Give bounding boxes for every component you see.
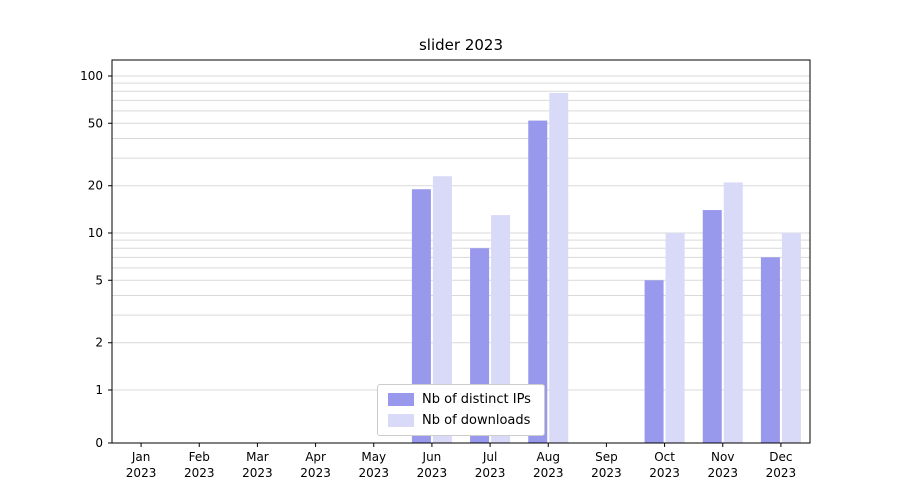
x-tick-label-month: Jan xyxy=(131,450,151,464)
bar-downloads xyxy=(781,233,801,443)
y-tick-label: 5 xyxy=(95,273,103,287)
x-tick-label-year: 2023 xyxy=(475,466,506,480)
legend-swatch-distinct-ips xyxy=(388,393,414,406)
x-tick-label-month: Jul xyxy=(482,450,497,464)
y-tick-label: 1 xyxy=(95,383,103,397)
legend: Nb of distinct IPs Nb of downloads xyxy=(377,384,545,436)
y-tick-label: 20 xyxy=(88,179,103,193)
x-tick-label-year: 2023 xyxy=(126,466,157,480)
legend-item-downloads: Nb of downloads xyxy=(388,413,534,428)
legend-swatch-downloads xyxy=(388,414,414,427)
bar-distinct-ips xyxy=(760,257,780,443)
x-tick-label-year: 2023 xyxy=(766,466,797,480)
bar-distinct-ips xyxy=(644,280,664,443)
x-tick-label-month: Apr xyxy=(305,450,326,464)
x-tick-label-year: 2023 xyxy=(242,466,273,480)
y-tick-label: 50 xyxy=(88,116,103,130)
x-tick-label-year: 2023 xyxy=(533,466,564,480)
x-tick-label-month: Jun xyxy=(422,450,442,464)
legend-label-downloads: Nb of downloads xyxy=(422,413,531,428)
x-tick-label-month: Sep xyxy=(595,450,618,464)
plot-border xyxy=(111,59,811,444)
bar-downloads xyxy=(549,92,569,443)
y-tick-label: 0 xyxy=(95,436,103,450)
y-tick-label: 100 xyxy=(80,69,103,83)
bar-downloads xyxy=(665,233,685,443)
legend-label-distinct-ips: Nb of distinct IPs xyxy=(422,392,531,407)
bar-distinct-ips xyxy=(702,210,722,443)
y-tick-label: 2 xyxy=(95,336,103,350)
x-tick-label-year: 2023 xyxy=(649,466,680,480)
x-tick-label-month: Nov xyxy=(711,450,734,464)
x-tick-label-month: Feb xyxy=(189,450,210,464)
x-tick-label-month: Aug xyxy=(537,450,560,464)
x-tick-label-year: 2023 xyxy=(591,466,622,480)
bar-downloads xyxy=(723,182,743,444)
x-tick-label-year: 2023 xyxy=(358,466,389,480)
bar-distinct-ips xyxy=(528,120,548,444)
x-tick-label-month: Oct xyxy=(654,450,675,464)
bar-distinct-ips xyxy=(411,189,431,443)
x-tick-label-month: Dec xyxy=(769,450,792,464)
x-tick-label-month: Mar xyxy=(246,450,269,464)
x-tick-label-year: 2023 xyxy=(417,466,448,480)
chart-title: slider 2023 xyxy=(418,36,503,54)
x-tick-label-year: 2023 xyxy=(707,466,738,480)
legend-item-distinct-ips: Nb of distinct IPs xyxy=(388,392,534,407)
x-tick-label-year: 2023 xyxy=(300,466,331,480)
x-tick-label-year: 2023 xyxy=(184,466,215,480)
bar-downloads xyxy=(432,176,452,443)
y-tick-label: 10 xyxy=(88,226,103,240)
x-tick-label-month: May xyxy=(361,450,386,464)
